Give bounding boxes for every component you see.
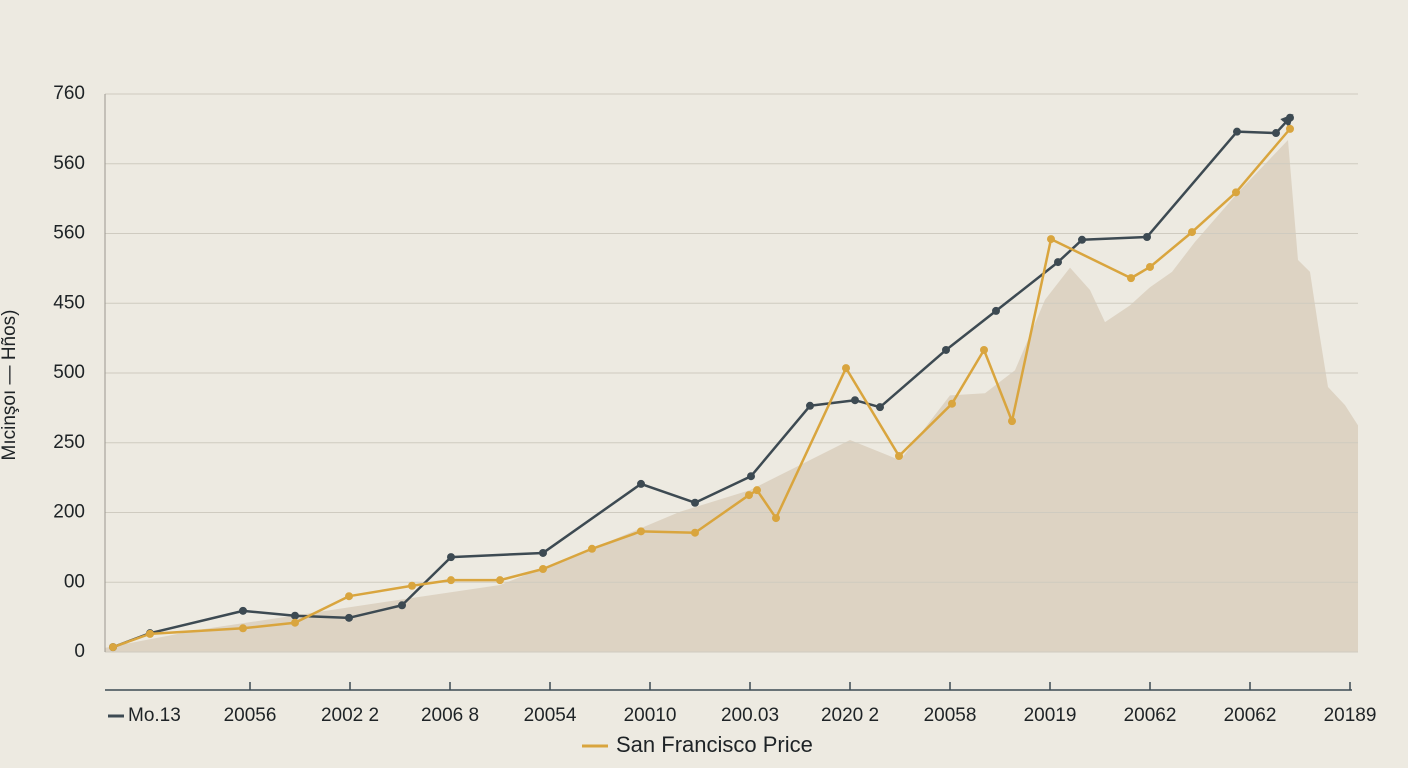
point	[691, 498, 699, 507]
point	[1233, 127, 1241, 136]
point	[345, 592, 353, 601]
point	[345, 613, 353, 622]
point	[691, 528, 699, 537]
y-tick-label: 200	[53, 502, 85, 523]
point	[942, 345, 950, 354]
point	[398, 601, 406, 610]
legend-label: Mo.13	[128, 705, 181, 726]
point	[1047, 235, 1055, 244]
point	[447, 576, 455, 585]
y-axis-label: Mıcinşoı — Hños)	[0, 310, 20, 461]
x-tick-label: 20189	[1324, 705, 1377, 726]
x-tick-label: 20010	[624, 705, 677, 726]
y-tick-label: 00	[64, 571, 85, 592]
point	[408, 581, 416, 590]
point	[1143, 232, 1151, 241]
point	[291, 611, 299, 620]
y-tick-label: 560	[53, 223, 85, 244]
y-tick-label: 0	[74, 641, 85, 662]
point	[447, 553, 455, 562]
point	[876, 403, 884, 412]
point	[291, 618, 299, 627]
point	[1286, 124, 1294, 133]
point	[842, 364, 850, 373]
x-tick-label: 2020 2	[821, 705, 879, 726]
point	[747, 472, 755, 481]
point	[980, 345, 988, 354]
point	[1054, 258, 1062, 267]
point	[1008, 417, 1016, 426]
point	[806, 401, 814, 410]
y-tick-label: 250	[53, 432, 85, 453]
x-tick-label: 20056	[224, 705, 277, 726]
y-tick-label: 500	[53, 362, 85, 383]
point	[146, 629, 154, 638]
point	[637, 527, 645, 536]
point	[851, 396, 859, 405]
legend-label: San Francisco Price	[616, 732, 813, 757]
point	[753, 486, 761, 495]
x-tick-label: 20062	[1224, 705, 1277, 726]
point	[637, 479, 645, 488]
x-tick-label: 20054	[524, 705, 577, 726]
point	[109, 643, 117, 652]
point	[539, 564, 547, 573]
x-tick-label: 20019	[1024, 705, 1077, 726]
x-tick-label: 20062	[1124, 705, 1177, 726]
point	[1232, 188, 1240, 197]
area	[105, 140, 1358, 652]
y-tick-label: 760	[53, 83, 85, 104]
x-tick-label: 200.03	[721, 705, 779, 726]
point	[539, 548, 547, 557]
x-tick-label: 20058	[924, 705, 977, 726]
y-tick-label: 560	[53, 153, 85, 174]
point	[1272, 129, 1280, 138]
point	[948, 399, 956, 408]
point	[1078, 235, 1086, 244]
point	[239, 624, 247, 633]
point	[239, 606, 247, 615]
point	[895, 452, 903, 461]
x-tick-label: 2002 2	[321, 705, 379, 726]
point	[745, 491, 753, 500]
point	[1127, 274, 1135, 283]
y-tick-label: 450	[53, 292, 85, 313]
point	[1188, 228, 1196, 237]
line	[112, 128, 1291, 649]
point	[1146, 262, 1154, 271]
point	[496, 576, 504, 585]
point	[992, 306, 1000, 315]
point	[1286, 113, 1294, 122]
point	[772, 514, 780, 523]
point	[588, 544, 596, 553]
x-tick-label: 2006 8	[421, 705, 479, 726]
line	[112, 114, 1294, 649]
